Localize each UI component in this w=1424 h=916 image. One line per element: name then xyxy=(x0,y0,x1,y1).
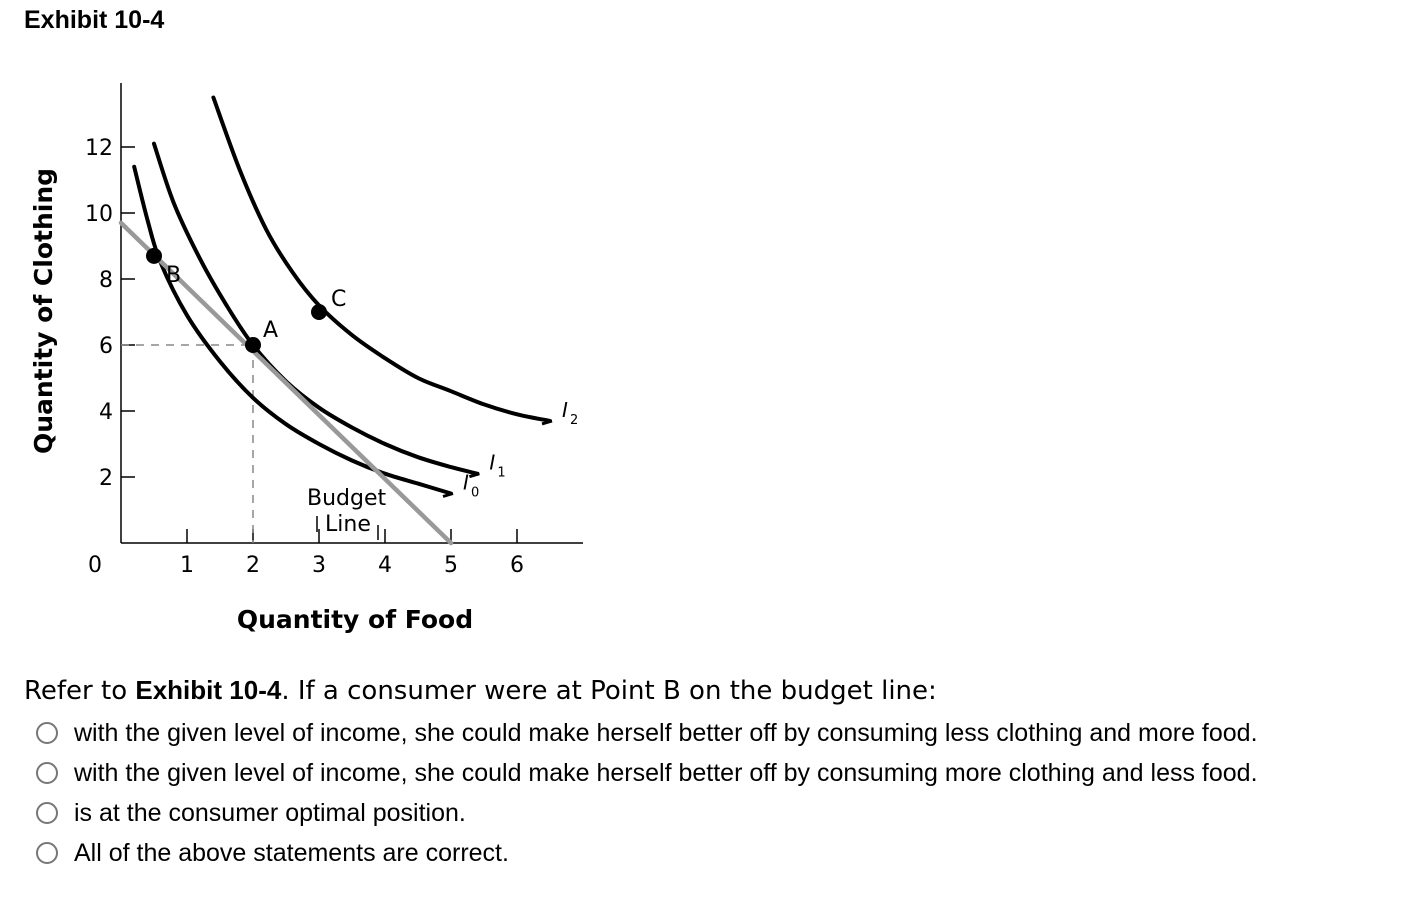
budget-line xyxy=(118,220,454,546)
indifference-curve-i2 xyxy=(211,95,552,423)
y-tick-label: 8 xyxy=(99,268,113,293)
radio-button[interactable] xyxy=(36,722,58,744)
indifference-curve-i0 xyxy=(132,164,453,496)
answer-options: with the given level of income, she coul… xyxy=(36,713,1258,873)
exhibit-title: Exhibit 10-4 xyxy=(24,6,165,34)
y-tick-label: 6 xyxy=(99,334,113,359)
x-tick-label: 5 xyxy=(444,553,458,578)
option-label: with the given level of income, she coul… xyxy=(74,718,1258,747)
point-label-c: C xyxy=(331,287,346,312)
point-c xyxy=(311,304,327,320)
curve-label-subscript-i0: 0 xyxy=(471,486,479,501)
x-tick-label: 4 xyxy=(378,553,392,578)
radio-button[interactable] xyxy=(36,762,58,784)
indifference-curve-i1 xyxy=(152,141,480,476)
question-text: Refer to Exhibit 10-4. If a consumer wer… xyxy=(24,675,937,706)
x-tick-label: 6 xyxy=(510,553,524,578)
y-tick-label: 4 xyxy=(99,400,113,425)
point-a xyxy=(245,337,261,353)
curve-label-i1: I xyxy=(489,451,495,475)
answer-option-2[interactable]: with the given level of income, she coul… xyxy=(36,753,1258,793)
answer-option-4[interactable]: All of the above statements are correct. xyxy=(36,833,1258,873)
y-tick-label: 10 xyxy=(85,202,113,227)
option-label: with the given level of income, she coul… xyxy=(74,758,1258,787)
y-axis-title: Quantity of Clothing xyxy=(29,168,58,454)
curve-label-subscript-i1: 1 xyxy=(497,466,505,481)
y-tick-label: 12 xyxy=(85,136,113,161)
point-label-a: A xyxy=(263,318,278,343)
y-tick-label: 2 xyxy=(99,466,113,491)
curve-arrow-i0 xyxy=(442,492,454,498)
answer-option-3[interactable]: is at the consumer optimal position. xyxy=(36,793,1258,833)
option-label: All of the above statements are correct. xyxy=(74,838,509,867)
x-axis-title: Quantity of Food xyxy=(237,605,473,634)
answer-option-1[interactable]: with the given level of income, she coul… xyxy=(36,713,1258,753)
radio-button[interactable] xyxy=(36,842,58,864)
x-tick-label: 1 xyxy=(180,553,194,578)
question-bold: Exhibit 10-4 xyxy=(135,675,282,705)
radio-button[interactable] xyxy=(36,802,58,824)
curve-arrow-i1 xyxy=(468,472,480,479)
curve-label-i2: I xyxy=(562,398,568,422)
question-suffix: . If a consumer were at Point B on the b… xyxy=(281,676,937,706)
point-label-b: B xyxy=(166,263,181,288)
option-label: is at the consumer optimal position. xyxy=(74,798,466,827)
curve-label-i0: I xyxy=(463,471,469,495)
curve-label-subscript-i2: 2 xyxy=(570,413,578,428)
curve-arrow-i2 xyxy=(541,419,553,426)
origin-label: 0 xyxy=(88,553,102,578)
budget-line-label: Budget xyxy=(307,486,387,511)
x-tick-label: 2 xyxy=(246,553,260,578)
point-b xyxy=(146,247,162,264)
budget-line-label-line2: Line xyxy=(325,512,371,537)
x-tick-label: 3 xyxy=(312,553,326,578)
question-prefix: Refer to xyxy=(24,676,136,706)
